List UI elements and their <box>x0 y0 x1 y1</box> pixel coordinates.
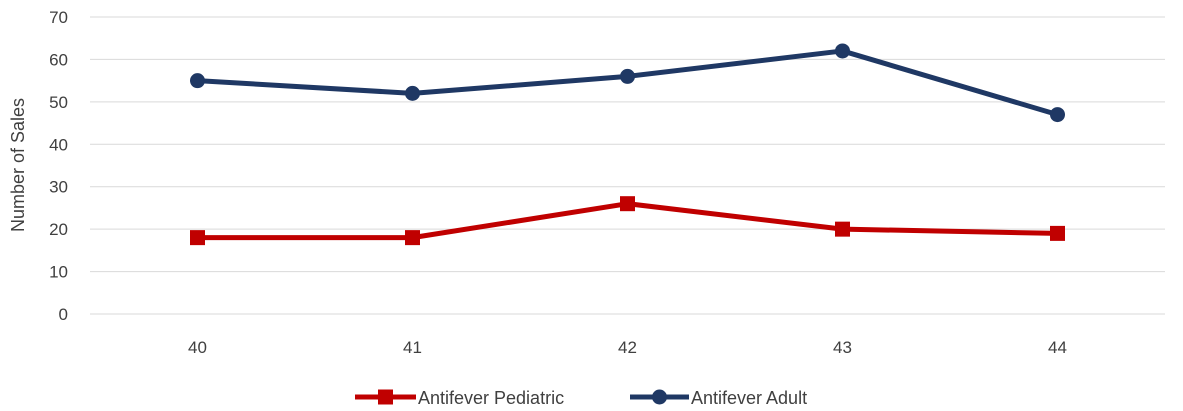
data-point <box>835 221 850 237</box>
data-point <box>835 43 850 59</box>
data-point <box>190 230 205 246</box>
series-0 <box>190 196 1065 246</box>
legend-item: Antifever Pediatric <box>355 388 564 408</box>
data-point <box>190 73 205 89</box>
x-axis-ticks: 40 41 42 43 44 <box>188 338 1067 357</box>
y-tick-label: 30 <box>49 178 68 197</box>
y-tick-label: 60 <box>49 50 68 69</box>
legend-label: Antifever Adult <box>691 388 807 408</box>
data-point <box>405 230 420 246</box>
x-tick-label: 43 <box>833 338 852 357</box>
y-axis-title: Number of Sales <box>8 98 28 232</box>
y-tick-label: 20 <box>49 220 68 239</box>
series-1 <box>190 43 1065 123</box>
x-tick-label: 40 <box>188 338 207 357</box>
data-point <box>620 196 635 212</box>
legend-marker <box>652 389 667 405</box>
data-point <box>1050 107 1065 123</box>
x-tick-label: 41 <box>403 338 422 357</box>
gridlines <box>90 16 1165 315</box>
data-point <box>620 68 635 84</box>
series-layer <box>190 43 1065 246</box>
legend-item: Antifever Adult <box>630 388 807 408</box>
y-tick-label: 40 <box>49 135 68 154</box>
x-tick-label: 42 <box>618 338 637 357</box>
y-tick-label: 10 <box>49 263 68 282</box>
y-tick-label: 50 <box>49 93 68 112</box>
y-tick-label: 70 <box>49 8 68 27</box>
y-tick-label: 0 <box>59 305 68 324</box>
legend: Antifever Pediatric Antifever Adult <box>355 388 807 408</box>
legend-label: Antifever Pediatric <box>418 388 564 408</box>
legend-marker <box>378 389 393 405</box>
data-point <box>1050 225 1065 241</box>
data-point <box>405 85 420 101</box>
x-tick-label: 44 <box>1048 338 1067 357</box>
y-axis-ticks: 0 10 20 30 40 50 60 70 <box>49 8 68 324</box>
